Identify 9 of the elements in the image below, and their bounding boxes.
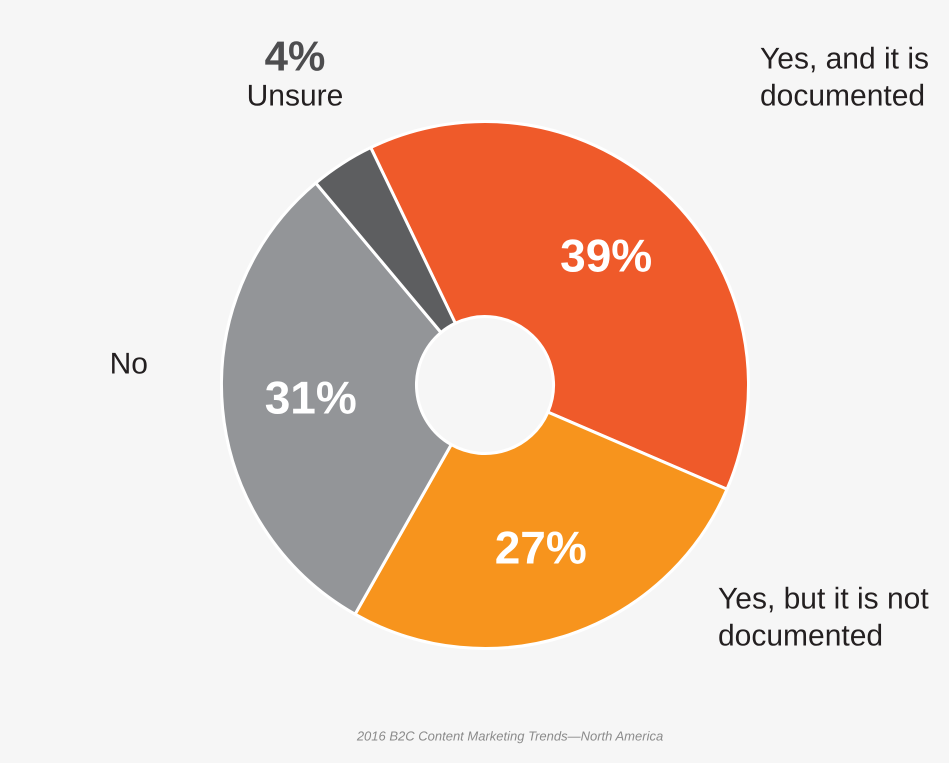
data-label: 39% xyxy=(560,229,652,282)
data-label: 4% xyxy=(264,32,326,80)
slice-label: Unsure xyxy=(246,79,344,112)
slice-label: No xyxy=(110,347,148,380)
data-label: 27% xyxy=(494,522,587,574)
slice-label: Yes, but it is not documented xyxy=(718,582,930,652)
data-label: 31% xyxy=(264,372,357,424)
text: 2016 B2C Content Marketing Trends—North America xyxy=(356,728,664,744)
slice-label: Yes, and it is documented xyxy=(760,42,929,112)
